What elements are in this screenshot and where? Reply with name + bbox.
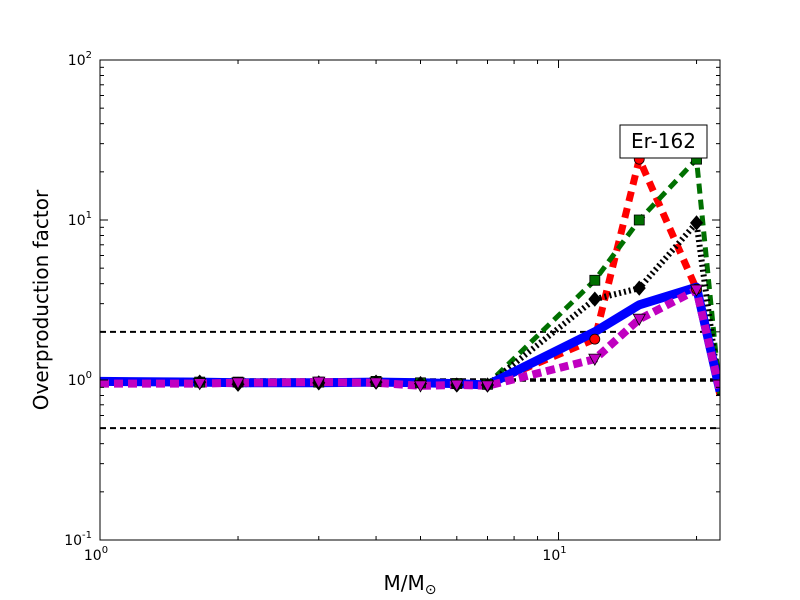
series-4-point-7 [480,380,495,393]
annotation-label: Er-162 [631,129,696,153]
y-tick-label-3: 102 [68,50,92,69]
x-axis-title: M/M⊙ [384,571,437,598]
series-layer [100,155,720,397]
x-tick-label-0: 100 [84,545,108,564]
series-4-point-8 [588,353,602,366]
series-4-point-3 [312,376,326,389]
y-tick-label-2: 101 [68,210,92,229]
series-2-point-8 [588,291,602,307]
series-4-point-4 [369,377,383,390]
x-axis-title-main: M/M [384,571,425,595]
series-2-point-9 [632,280,646,296]
marker-layer [193,153,704,393]
series-line-4 [100,286,720,393]
annotation-frame [619,124,708,159]
plot-background [100,60,720,540]
y-tick-label-0: 10-1 [64,530,92,549]
series-4-point-5 [413,380,428,393]
y-axis-title: Overproduction factor [29,189,53,410]
x-tick-label-1: 101 [542,545,566,564]
series-4-point-9 [632,313,646,327]
series-4-point-10 [689,284,704,297]
x-axis-title-sub: ⊙ [425,582,437,598]
annotation-box: Er-162 [619,124,708,159]
series-4-point-1 [193,378,207,391]
series-2-point-10 [690,215,704,231]
plot-frame [99,59,721,541]
series-1-point-8 [589,274,601,286]
y-tick-label-1: 100 [68,370,92,389]
series-4-point-6 [450,379,464,392]
series-0-point-8 [589,333,601,345]
series-1-point-9 [633,214,645,226]
series-4-point-2 [231,377,245,390]
